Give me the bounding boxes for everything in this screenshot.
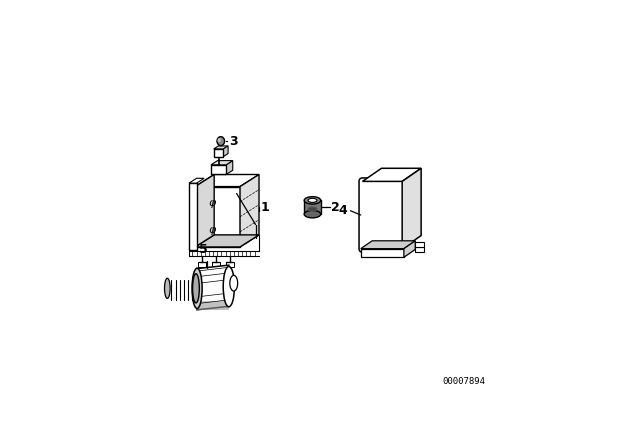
Polygon shape (197, 265, 229, 310)
Ellipse shape (230, 276, 237, 291)
Ellipse shape (304, 197, 321, 204)
Polygon shape (195, 174, 214, 247)
Ellipse shape (218, 138, 221, 142)
Bar (415, 242, 424, 247)
Ellipse shape (308, 198, 317, 202)
Ellipse shape (164, 278, 170, 298)
Polygon shape (361, 249, 404, 257)
Bar (225, 263, 234, 267)
Polygon shape (195, 186, 240, 247)
Text: 00007894: 00007894 (442, 377, 485, 386)
Bar (197, 301, 229, 310)
Polygon shape (240, 174, 259, 247)
Polygon shape (226, 161, 233, 174)
Bar (198, 263, 206, 267)
Text: 3: 3 (230, 134, 238, 148)
Polygon shape (195, 174, 259, 186)
Polygon shape (404, 241, 415, 257)
Ellipse shape (193, 274, 199, 303)
Polygon shape (211, 161, 233, 165)
Polygon shape (189, 183, 196, 250)
Bar (304, 200, 321, 214)
Ellipse shape (223, 267, 234, 307)
Polygon shape (195, 235, 259, 247)
Polygon shape (362, 168, 421, 181)
Polygon shape (189, 178, 204, 183)
Ellipse shape (304, 211, 321, 218)
Text: 4: 4 (338, 204, 347, 217)
Text: 1: 1 (260, 201, 269, 214)
Text: 5: 5 (200, 242, 208, 255)
Text: φ: φ (209, 198, 216, 208)
Polygon shape (223, 146, 228, 156)
Bar (211, 165, 226, 174)
Text: φ: φ (209, 225, 216, 235)
Text: 2: 2 (332, 201, 340, 214)
FancyBboxPatch shape (359, 178, 406, 252)
Polygon shape (361, 241, 415, 249)
Polygon shape (214, 146, 228, 149)
Ellipse shape (192, 268, 202, 309)
Bar (214, 149, 223, 156)
Ellipse shape (308, 207, 317, 211)
Ellipse shape (217, 137, 225, 146)
Bar (212, 263, 220, 267)
Polygon shape (402, 168, 421, 249)
Bar (415, 247, 424, 252)
